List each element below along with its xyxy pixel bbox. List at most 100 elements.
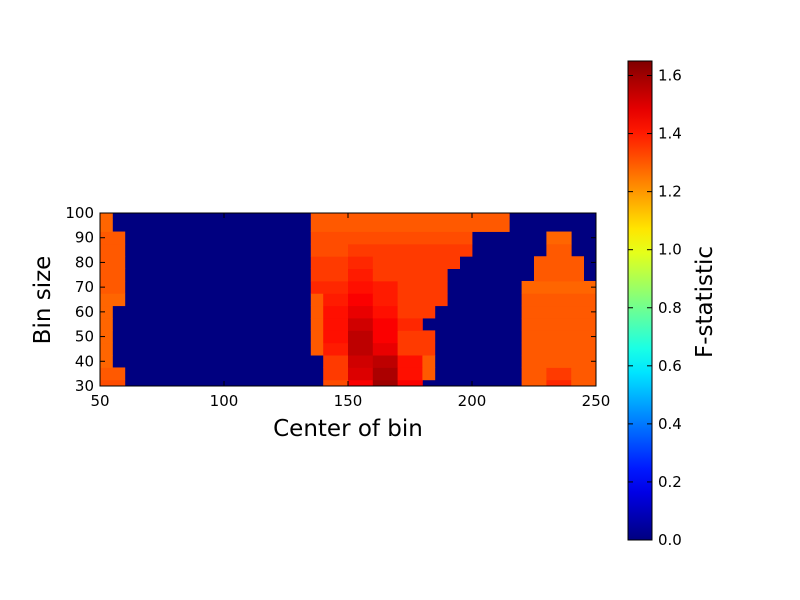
colorbar-ticks: 0.0 0.2 0.4 0.6 0.8 1.0 1.2 1.4 1.6 bbox=[628, 67, 682, 549]
x-tick-label: 50 bbox=[90, 392, 109, 410]
heatmap-cell bbox=[323, 379, 349, 386]
heatmap-cell bbox=[372, 280, 398, 294]
heatmap-cell bbox=[310, 219, 510, 232]
heatmap-cell bbox=[348, 379, 374, 386]
heatmap-cell bbox=[372, 293, 398, 307]
colorbar-tick-label: 0.0 bbox=[658, 531, 682, 549]
colorbar-tick-label: 0.2 bbox=[658, 473, 682, 491]
heatmap-cell bbox=[310, 213, 510, 220]
heatmap-cell bbox=[323, 318, 349, 331]
heatmap-cell bbox=[348, 342, 374, 356]
colorbar-frame bbox=[627, 60, 653, 541]
heatmap-cell bbox=[100, 379, 126, 386]
heatmap-cell bbox=[521, 293, 596, 307]
heatmap-cell bbox=[521, 318, 596, 331]
heatmap-cell bbox=[546, 243, 572, 257]
heatmap-cell bbox=[422, 367, 436, 381]
heatmap-cell bbox=[372, 330, 398, 344]
heatmap-cell bbox=[546, 379, 572, 386]
heatmap-cell bbox=[348, 268, 374, 282]
heatmap-cell bbox=[348, 280, 374, 294]
y-tick-label: 50 bbox=[75, 328, 94, 346]
y-axis-ticks: 30 40 50 60 70 80 90 100 bbox=[65, 204, 596, 395]
heatmap-cell bbox=[100, 355, 113, 368]
heatmap-cell bbox=[397, 280, 448, 294]
heatmap-cell bbox=[372, 367, 398, 381]
heatmap-cell bbox=[310, 293, 324, 307]
heatmap-cell bbox=[323, 330, 349, 344]
y-tick-label: 70 bbox=[75, 278, 94, 296]
heatmap-cell bbox=[397, 293, 448, 307]
y-tick-label: 40 bbox=[75, 352, 94, 370]
heatmap-cell bbox=[397, 305, 436, 319]
heatmap-cell bbox=[521, 280, 596, 294]
colorbar-tick-label: 0.4 bbox=[658, 415, 682, 433]
y-axis-label: Bin size bbox=[30, 256, 56, 345]
heatmap-cell bbox=[348, 367, 374, 381]
heatmap-cell bbox=[348, 243, 473, 257]
colorbar-label: F-statistic bbox=[692, 246, 718, 358]
heatmap-cell bbox=[100, 243, 126, 257]
heatmap-cell bbox=[534, 268, 584, 282]
heatmap-cell bbox=[397, 367, 423, 381]
heatmap-cell bbox=[100, 213, 113, 220]
heatmap-cell bbox=[100, 280, 126, 294]
y-tick-label: 90 bbox=[75, 229, 94, 247]
heatmap-cell bbox=[571, 379, 596, 386]
heatmap-cell bbox=[348, 256, 374, 270]
heatmap-cell bbox=[372, 355, 398, 368]
heatmap-cell bbox=[323, 293, 349, 307]
heatmap-cell bbox=[521, 330, 596, 344]
heatmap-cell bbox=[397, 342, 436, 356]
heatmap-cell bbox=[397, 379, 423, 386]
heatmap-cell bbox=[100, 305, 113, 319]
y-tick-label: 30 bbox=[75, 377, 94, 395]
colorbar-tick-label: 0.8 bbox=[658, 299, 682, 317]
heatmap-cell bbox=[310, 305, 324, 319]
heatmap-cell bbox=[348, 355, 374, 368]
x-tick-label: 200 bbox=[458, 392, 487, 410]
heatmap-cell bbox=[521, 379, 547, 386]
heatmap-cell bbox=[372, 342, 398, 356]
heatmap-cell bbox=[100, 330, 113, 344]
heatmap-cell bbox=[100, 367, 126, 381]
heatmap-cell bbox=[397, 318, 423, 331]
heatmap-cell bbox=[571, 367, 596, 381]
heatmap-cell bbox=[323, 367, 349, 381]
x-axis-label: Center of bin bbox=[273, 416, 423, 442]
heatmap-cell bbox=[397, 330, 436, 344]
heatmap-cell bbox=[546, 367, 572, 381]
heatmap-cell bbox=[310, 256, 349, 270]
heatmap-cell bbox=[310, 280, 349, 294]
heatmap-cell bbox=[372, 379, 398, 386]
colorbar-tick-label: 1.0 bbox=[658, 241, 682, 259]
heatmap-cell bbox=[100, 268, 126, 282]
heatmap-cell bbox=[100, 231, 126, 245]
x-tick-label: 250 bbox=[582, 392, 611, 410]
heatmap-cell bbox=[348, 293, 374, 307]
colorbar-tick-label: 1.4 bbox=[658, 125, 682, 143]
heatmap-cell bbox=[323, 355, 349, 368]
heatmap-cell bbox=[546, 231, 572, 245]
heatmap-cell bbox=[100, 219, 113, 232]
heatmap-cell bbox=[372, 256, 460, 270]
heatmap-cell bbox=[323, 305, 349, 319]
x-tick-label: 150 bbox=[334, 392, 363, 410]
heatmap-cell bbox=[372, 268, 448, 282]
heatmap-cell bbox=[310, 342, 324, 356]
heatmap-cell bbox=[100, 342, 113, 356]
x-axis-ticks: 50 100 150 200 250 bbox=[90, 213, 610, 410]
heatmap-cell bbox=[521, 355, 596, 368]
heatmap-cell bbox=[422, 355, 436, 368]
heatmap-cell bbox=[348, 330, 374, 344]
heatmap-cell bbox=[397, 355, 423, 368]
heatmap-cell bbox=[534, 256, 584, 270]
heatmap-cell bbox=[348, 305, 374, 319]
heatmap-cell bbox=[521, 342, 596, 356]
heatmap-cells bbox=[100, 213, 596, 386]
y-tick-label: 80 bbox=[75, 253, 94, 271]
colorbar-tick-label: 1.6 bbox=[658, 67, 682, 85]
heatmap-cell bbox=[100, 256, 126, 270]
heatmap-cell bbox=[372, 318, 398, 331]
